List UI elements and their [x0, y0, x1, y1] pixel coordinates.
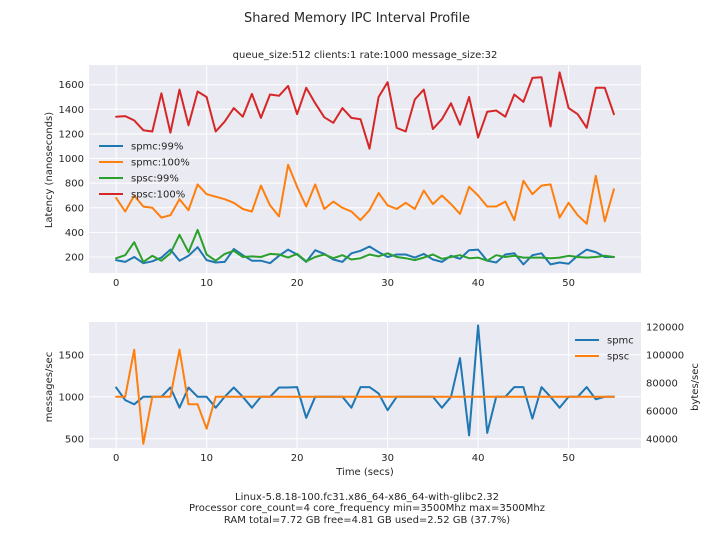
series-line-spsc: [115, 348, 615, 445]
footer-line-processor: Processor core_count=4 core_frequency mi…: [189, 503, 545, 514]
y2-tick-label: 120000: [646, 322, 684, 333]
legend-label: spmc:99%: [131, 142, 183, 153]
y-tick-label: 1200: [59, 129, 84, 140]
x-tick-label: 40: [472, 278, 485, 289]
legend-label: spsc:99%: [131, 174, 179, 185]
y-tick-label: 1500: [59, 350, 84, 361]
x-tick-label: 50: [562, 453, 575, 464]
throughput-chart: 0 10 20 30 40 50 500 1000 1500 40000 60000 80000 100…: [59, 322, 684, 464]
x-tick-label: 10: [200, 278, 213, 289]
x-tick-label: 0: [113, 278, 119, 289]
footer-line-ram: RAM total=7.72 GB free=4.81 GB used=2.52…: [224, 515, 510, 526]
legend-label: spsc:100%: [131, 190, 185, 201]
x-tick-label: 30: [381, 278, 394, 289]
footer-line-os: Linux-5.8.18-100.fc31.x86_64-x86_64-with…: [235, 492, 499, 503]
x-tick-label: 0: [113, 453, 119, 464]
x-tick-label: 10: [200, 453, 213, 464]
legend-label: spmc:100%: [131, 158, 190, 169]
series-line-spsc-99-: [115, 228, 615, 263]
x-tick-label: 40: [472, 453, 485, 464]
y-tick-label: 800: [65, 179, 84, 190]
bottom-chart-xlabel: Time (secs): [335, 467, 394, 478]
y2-tick-label: 80000: [646, 378, 678, 389]
y2-tick-label: 60000: [646, 406, 678, 417]
bottom-chart-y2label: bytes/sec: [690, 363, 701, 411]
x-tick-label: 20: [291, 453, 304, 464]
y-tick-label: 200: [65, 253, 84, 264]
series-line-spmc: [115, 324, 615, 437]
x-tick-label: 50: [562, 278, 575, 289]
plot-area: [89, 322, 641, 448]
series-line-spmc-100-: [115, 163, 615, 225]
y-tick-label: 400: [65, 228, 84, 239]
latency-chart: 0 10 20 30 40 50 200 400 600 800 1000 1200 1400 1600 s…: [59, 65, 641, 289]
x-tick-label: 30: [381, 453, 394, 464]
y-tick-label: 1400: [59, 105, 84, 116]
y2-tick-label: 100000: [646, 350, 684, 361]
legend-label: spmc: [607, 336, 634, 347]
figure-title: Shared Memory IPC Interval Profile: [244, 11, 470, 26]
y-tick-label: 1000: [59, 154, 84, 165]
y-tick-label: 1600: [59, 80, 84, 91]
y-tick-label: 600: [65, 203, 84, 214]
y-tick-label: 1000: [59, 392, 84, 403]
bottom-chart-ylabel: messages/sec: [44, 352, 55, 422]
series-line-spsc-100-: [115, 71, 615, 150]
x-tick-label: 20: [291, 278, 304, 289]
y-tick-label: 500: [65, 434, 84, 445]
legend-label: spsc: [607, 352, 629, 363]
plot-area: [89, 65, 641, 273]
y2-tick-label: 40000: [646, 434, 678, 445]
top-chart-title: queue_size:512 clients:1 rate:1000 messa…: [233, 50, 498, 61]
top-chart-ylabel: Latency (nanoseconds): [44, 112, 55, 228]
